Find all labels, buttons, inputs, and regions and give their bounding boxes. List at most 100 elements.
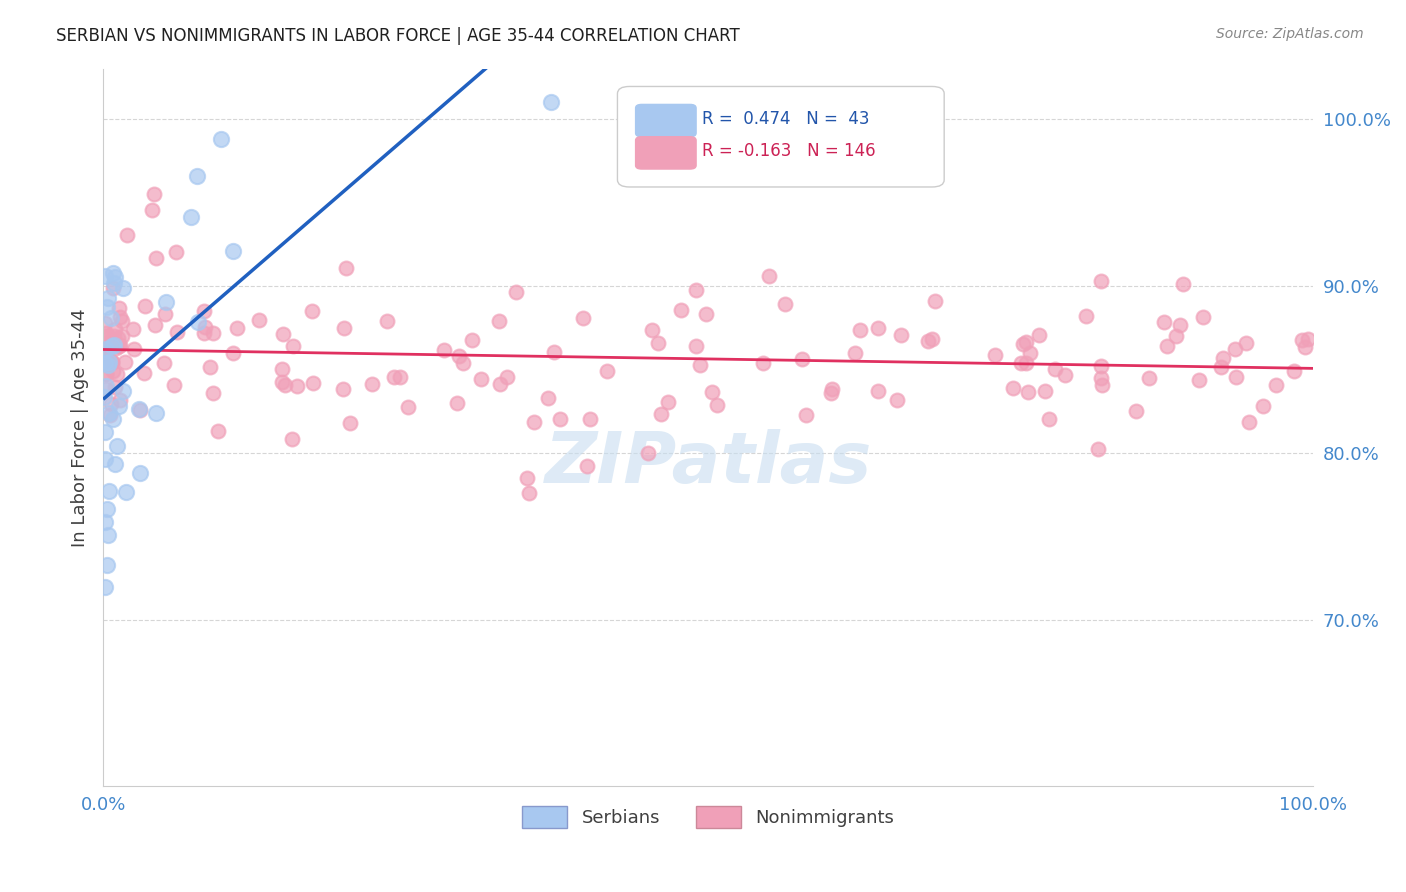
Point <box>111 384 134 398</box>
Point <box>1090 359 1112 374</box>
Point <box>1090 370 1112 384</box>
Point <box>105 439 128 453</box>
Point <box>103 281 125 295</box>
Point <box>153 356 176 370</box>
Point <box>94 382 117 396</box>
Point <box>375 314 398 328</box>
Point <box>1291 333 1313 347</box>
Point <box>488 314 510 328</box>
Point <box>1223 342 1246 356</box>
Point <box>449 349 471 363</box>
Legend: Serbians, Nonimmigrants: Serbians, Nonimmigrants <box>515 798 901 835</box>
Point <box>886 392 908 407</box>
Point <box>389 369 412 384</box>
Point <box>163 378 186 392</box>
Point <box>1076 309 1098 323</box>
Point <box>523 415 546 429</box>
Point <box>165 245 187 260</box>
Point <box>97 291 120 305</box>
Point <box>461 333 484 347</box>
Point <box>489 376 512 391</box>
Point <box>1033 384 1056 399</box>
Point <box>96 558 118 572</box>
Point <box>280 432 302 446</box>
Point <box>1211 360 1233 375</box>
Point <box>1017 385 1039 400</box>
Point <box>100 339 122 353</box>
Point <box>868 384 890 398</box>
Point <box>108 301 131 315</box>
Point <box>225 321 247 335</box>
Text: Source: ZipAtlas.com: Source: ZipAtlas.com <box>1216 27 1364 41</box>
Point <box>94 356 117 370</box>
Point <box>209 132 232 146</box>
Point <box>516 470 538 484</box>
Point <box>1038 412 1060 426</box>
Point <box>274 377 297 392</box>
Point <box>1010 356 1032 370</box>
Point <box>110 338 132 352</box>
Point <box>382 369 405 384</box>
Point <box>579 412 602 426</box>
Point <box>1237 415 1260 429</box>
Point <box>637 445 659 459</box>
Point <box>1187 373 1209 387</box>
Point <box>1043 362 1066 376</box>
Point <box>97 358 120 372</box>
Point <box>924 293 946 308</box>
Point <box>97 483 120 498</box>
Point <box>97 336 120 351</box>
Point <box>94 268 117 283</box>
Point <box>94 378 117 392</box>
Point <box>821 382 844 396</box>
Point <box>112 280 135 294</box>
Point <box>270 362 292 376</box>
Point <box>1091 378 1114 392</box>
Point <box>103 276 125 290</box>
Point <box>222 244 245 259</box>
Text: R = -0.163   N = 146: R = -0.163 N = 146 <box>702 142 876 160</box>
Point <box>1225 369 1247 384</box>
Point <box>100 354 122 368</box>
Point <box>97 331 120 345</box>
Point <box>166 325 188 339</box>
Point <box>571 310 593 325</box>
Point <box>1294 340 1316 354</box>
Point <box>1087 442 1109 457</box>
Point <box>470 371 492 385</box>
Point <box>108 392 131 407</box>
Point <box>1212 351 1234 365</box>
Point <box>820 386 842 401</box>
Point <box>1137 371 1160 385</box>
Point <box>202 326 225 340</box>
Point <box>96 367 118 381</box>
Point <box>97 355 120 369</box>
Point <box>1298 332 1320 346</box>
Point <box>96 336 118 351</box>
Point <box>104 457 127 471</box>
Text: ZIPatlas: ZIPatlas <box>544 429 872 498</box>
Point <box>650 407 672 421</box>
Text: SERBIAN VS NONIMMIGRANTS IN LABOR FORCE | AGE 35-44 CORRELATION CHART: SERBIAN VS NONIMMIGRANTS IN LABOR FORCE … <box>56 27 740 45</box>
Point <box>104 380 127 394</box>
Point <box>97 329 120 343</box>
Point <box>301 304 323 318</box>
Point <box>1234 336 1257 351</box>
Point <box>96 326 118 340</box>
Point <box>94 367 117 381</box>
Point <box>302 376 325 390</box>
Point <box>1156 339 1178 353</box>
Point <box>1090 274 1112 288</box>
Point <box>360 376 382 391</box>
Point <box>101 364 124 378</box>
Point <box>129 402 152 417</box>
Point <box>115 484 138 499</box>
Point <box>1028 327 1050 342</box>
Point <box>1153 315 1175 329</box>
Point <box>101 355 124 369</box>
Point <box>143 318 166 332</box>
Point <box>207 424 229 438</box>
Point <box>108 310 131 325</box>
Point <box>446 395 468 409</box>
Point <box>1001 381 1024 395</box>
